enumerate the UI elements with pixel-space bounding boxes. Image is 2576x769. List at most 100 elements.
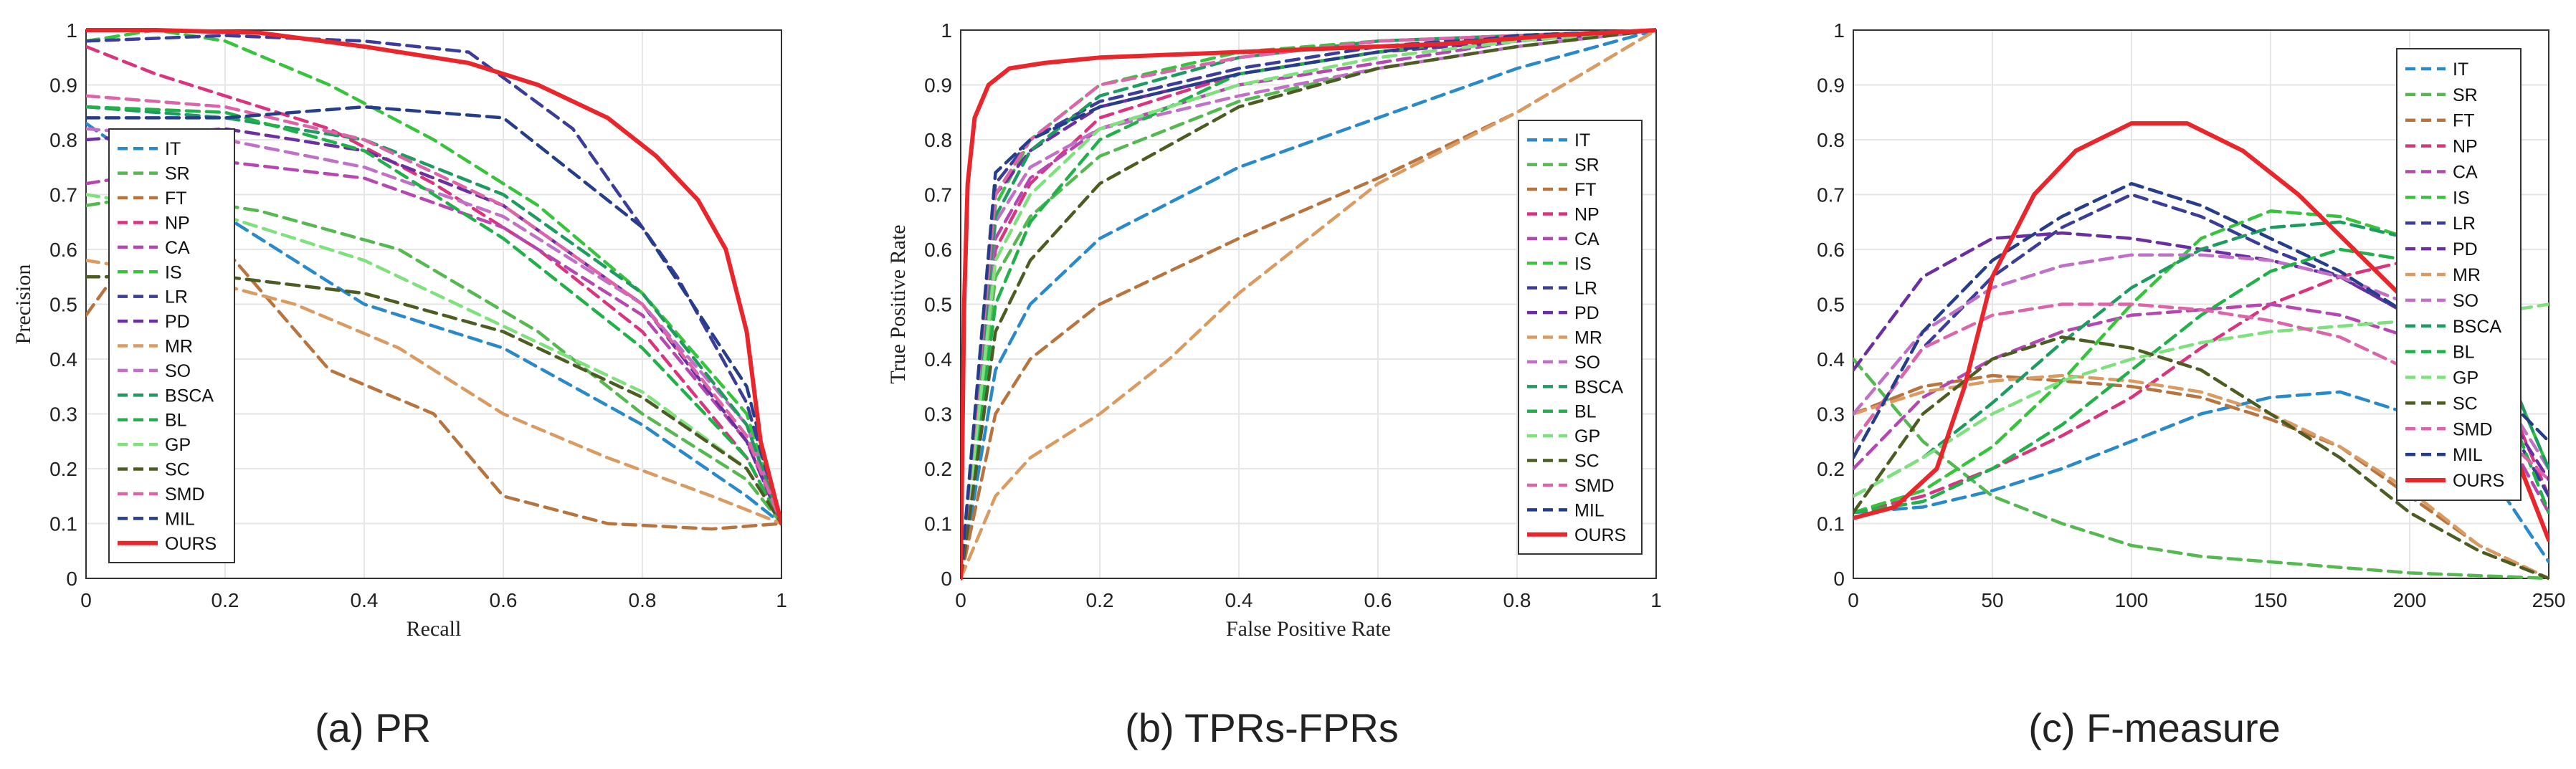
series-line-bl <box>86 105 781 525</box>
legend-label-ca: CA <box>2453 162 2478 182</box>
x-tick-label: 0.6 <box>490 589 518 611</box>
series-line-mil <box>86 105 781 525</box>
legend-box <box>1518 120 1643 555</box>
x-axis-label: Recall <box>407 617 462 641</box>
series-line-smd <box>961 28 1656 581</box>
y-tick-label: 0.7 <box>49 184 77 206</box>
legend-label-gp: GP <box>165 435 191 455</box>
legend-label-sr: SR <box>165 164 190 184</box>
x-tick-label: 200 <box>2393 589 2427 611</box>
legend-label-bl: BL <box>165 411 187 431</box>
legend-label-ours: OURS <box>1574 525 1626 545</box>
series-line-is <box>1853 209 2549 515</box>
y-tick-label: 0.3 <box>1817 403 1845 426</box>
series-line-ours <box>961 28 1656 581</box>
x-tick-label: 250 <box>2532 589 2566 611</box>
y-tick-label: 0.6 <box>49 239 77 261</box>
x-tick-label: 50 <box>1981 589 2003 611</box>
series-line-mr <box>961 28 1656 581</box>
y-tick-label: 0.7 <box>924 184 952 206</box>
y-axis-label: Precision <box>11 264 35 345</box>
y-tick-label: 0.9 <box>924 75 952 97</box>
y-tick-label: 0.4 <box>49 348 77 371</box>
x-tick-label: 0 <box>955 589 966 611</box>
legend-label-bsca: BSCA <box>165 386 214 406</box>
legend-label-sr: SR <box>2453 85 2478 105</box>
legend-label-sc: SC <box>165 460 190 480</box>
legend-label-lr: LR <box>165 287 188 307</box>
y-tick-label: 0.5 <box>49 294 77 316</box>
x-tick-label: 0.4 <box>1225 589 1253 611</box>
x-tick-label: 100 <box>2115 589 2149 611</box>
series-line-lr <box>86 34 781 525</box>
x-tick-label: 0.2 <box>212 589 239 611</box>
series-line-sc <box>961 28 1656 581</box>
y-tick-label: 0.1 <box>49 513 77 535</box>
series-line-smd <box>86 94 781 525</box>
series-line-ours <box>86 28 781 526</box>
legend-label-lr: LR <box>1574 279 1597 299</box>
legend-label-ours: OURS <box>165 534 217 554</box>
y-tick-label: 0.3 <box>49 403 77 426</box>
caption-roc: (b) TPRs-FPRs <box>1125 705 1399 750</box>
y-tick-label: 0.5 <box>1817 294 1845 316</box>
x-tick-label: 0.2 <box>1086 589 1114 611</box>
legend-label-smd: SMD <box>2453 419 2493 439</box>
x-tick-label: 0 <box>1848 589 1859 611</box>
series-line-sc <box>1853 335 2549 581</box>
y-tick-label: 0 <box>941 568 952 590</box>
legend-label-np: NP <box>1574 204 1600 224</box>
y-tick-label: 0.1 <box>924 513 952 535</box>
x-tick-label: 0.8 <box>1503 589 1531 611</box>
legend-label-mil: MIL <box>2453 445 2483 465</box>
legend-label-mr: MR <box>1574 328 1602 348</box>
legend-label-mil: MIL <box>165 509 195 529</box>
plot-frame <box>960 29 1657 579</box>
legend-box <box>2396 48 2522 501</box>
x-tick-label: 1 <box>776 589 787 611</box>
legend-label-bsca: BSCA <box>1574 377 1623 397</box>
legend-label-mil: MIL <box>1574 500 1605 520</box>
legend-label-sc: SC <box>2453 393 2478 414</box>
legend-label-ca: CA <box>165 238 190 258</box>
legend-label-ft: FT <box>1574 180 1597 200</box>
y-tick-label: 0.4 <box>1817 348 1845 371</box>
legend-label-np: NP <box>2453 137 2478 157</box>
x-tick-label: 0.4 <box>351 589 379 611</box>
legend-label-ft: FT <box>165 188 187 209</box>
y-tick-label: 0.9 <box>1817 75 1845 97</box>
caption-pr: (a) PR <box>315 705 431 750</box>
legend-label-it: IT <box>2453 59 2468 80</box>
legend-box <box>108 128 235 563</box>
x-tick-label: 0.8 <box>629 589 657 611</box>
legend-label-bsca: BSCA <box>2453 317 2501 337</box>
y-tick-label: 1 <box>941 19 952 42</box>
y-axis-label: True Positive Rate <box>886 224 910 383</box>
y-tick-label: 0.9 <box>49 75 77 97</box>
legend-label-bl: BL <box>1574 402 1597 422</box>
y-tick-label: 0 <box>66 568 77 590</box>
chart-fm: 0 50 100 150 200 250 0 0.1 0.2 0.3 0.4 0.5 0.6 0.7 0.8… <box>1817 19 2565 611</box>
legend-label-gp: GP <box>2453 368 2478 388</box>
legend: IT SR FT NP CA IS LR PD MR SO BSCA BL GP SC SMD MIL OURS <box>108 128 235 563</box>
chart-pr: 0 0.2 0.4 0.6 0.8 1 0 0.1 0.2 0.3 0.4 0.5 0.6 0.7 0.8 0… <box>11 19 787 641</box>
series-line-gp <box>961 28 1656 581</box>
legend-label-lr: LR <box>2453 214 2476 234</box>
legend-label-pd: PD <box>165 312 190 332</box>
legend-label-bl: BL <box>2453 343 2475 363</box>
x-tick-label: 1 <box>1650 589 1662 611</box>
y-tick-label: 0.6 <box>924 239 952 261</box>
legend-label-so: SO <box>2453 291 2478 311</box>
legend: IT SR FT NP CA IS LR PD MR SO BSCA BL GP SC SMD MIL OURS <box>1518 120 1643 555</box>
y-tick-label: 0.7 <box>1817 184 1845 206</box>
y-tick-label: 0.8 <box>49 129 77 151</box>
series-line-ft <box>1853 373 2549 581</box>
legend-label-ca: CA <box>1574 229 1600 249</box>
legend-label-ft: FT <box>2453 111 2475 131</box>
legend-label-it: IT <box>1574 130 1590 151</box>
legend-label-pd: PD <box>2453 239 2478 259</box>
series-group <box>961 28 1656 581</box>
x-axis-label: False Positive Rate <box>1226 617 1391 641</box>
y-tick-label: 0.4 <box>924 348 952 371</box>
